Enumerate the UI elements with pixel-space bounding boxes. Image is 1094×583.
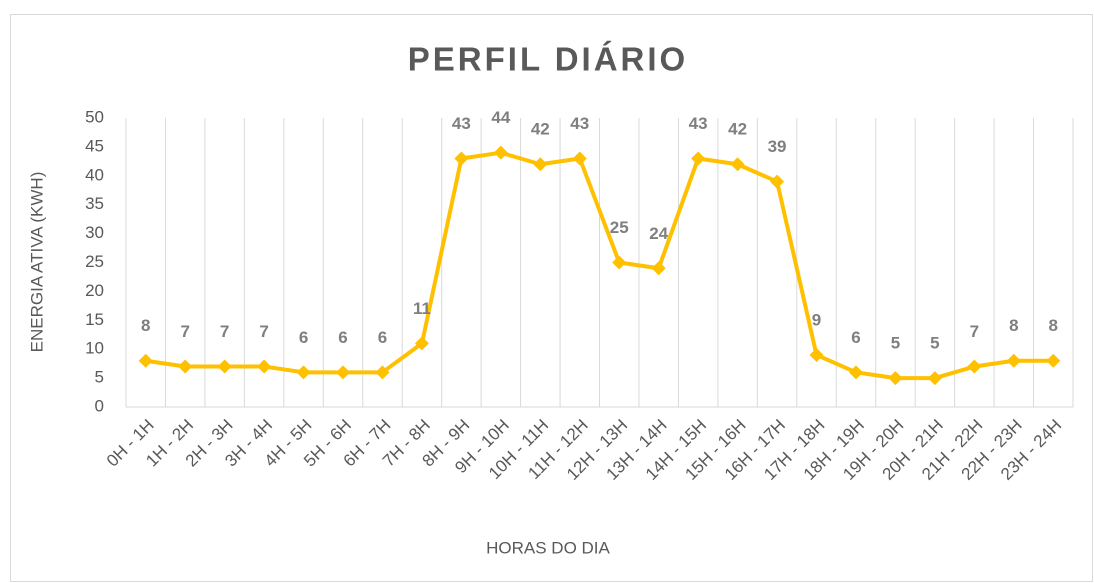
- marker: [770, 174, 785, 189]
- marker: [217, 359, 232, 374]
- chart-border: [10, 14, 1093, 582]
- marker: [888, 371, 903, 386]
- marker: [730, 157, 745, 172]
- data-label: 6: [338, 328, 347, 347]
- marker: [967, 359, 982, 374]
- data-label: 25: [610, 218, 629, 237]
- data-label: 44: [491, 108, 510, 127]
- data-label: 8: [141, 316, 150, 335]
- data-label: 5: [891, 334, 900, 353]
- data-label: 6: [299, 328, 308, 347]
- y-tick-label: 35: [85, 194, 104, 213]
- chart-title: PERFIL DIÁRIO: [408, 41, 688, 78]
- marker: [612, 255, 627, 270]
- marker: [493, 145, 508, 160]
- marker: [848, 365, 863, 380]
- y-tick-label: 10: [85, 339, 104, 358]
- data-label: 7: [220, 322, 229, 341]
- marker: [533, 157, 548, 172]
- data-label: 42: [531, 120, 550, 139]
- marker: [414, 336, 429, 351]
- data-label: 6: [378, 328, 387, 347]
- data-label: 7: [259, 322, 268, 341]
- data-label: 6: [851, 328, 860, 347]
- y-tick-label: 45: [85, 136, 104, 155]
- marker: [572, 151, 587, 166]
- y-tick-label: 25: [85, 252, 104, 271]
- data-label: 7: [970, 322, 979, 341]
- data-label: 39: [768, 137, 787, 156]
- y-tick-label: 40: [85, 165, 104, 184]
- y-axis-title: ENERGIA ATIVA (KWH): [27, 172, 46, 353]
- y-tick-label: 50: [85, 107, 104, 126]
- marker: [651, 261, 666, 276]
- y-tick-label: 15: [85, 310, 104, 329]
- marker: [454, 151, 469, 166]
- x-axis-title: HORAS DO DIA: [486, 538, 610, 557]
- y-tick-label: 0: [95, 396, 104, 415]
- y-tick-label: 20: [85, 281, 104, 300]
- marker: [927, 371, 942, 386]
- marker: [138, 353, 153, 368]
- data-label: 42: [728, 120, 747, 139]
- data-label: 11: [413, 299, 431, 318]
- data-label: 43: [570, 114, 589, 133]
- marker: [336, 365, 351, 380]
- data-label: 43: [689, 114, 708, 133]
- data-label: 43: [452, 114, 471, 133]
- data-label: 7: [180, 322, 189, 341]
- data-label: 9: [812, 310, 821, 329]
- y-tick-label: 5: [95, 368, 104, 387]
- data-label: 24: [649, 224, 668, 243]
- data-label: 5: [930, 334, 939, 353]
- y-tick-label: 30: [85, 223, 104, 242]
- marker: [809, 347, 824, 362]
- data-label: 8: [1009, 316, 1018, 335]
- data-label: 8: [1049, 316, 1058, 335]
- marker: [375, 365, 390, 380]
- marker: [691, 151, 706, 166]
- marker: [296, 365, 311, 380]
- marker: [1046, 353, 1061, 368]
- marker: [178, 359, 193, 374]
- marker: [257, 359, 272, 374]
- marker: [1006, 353, 1021, 368]
